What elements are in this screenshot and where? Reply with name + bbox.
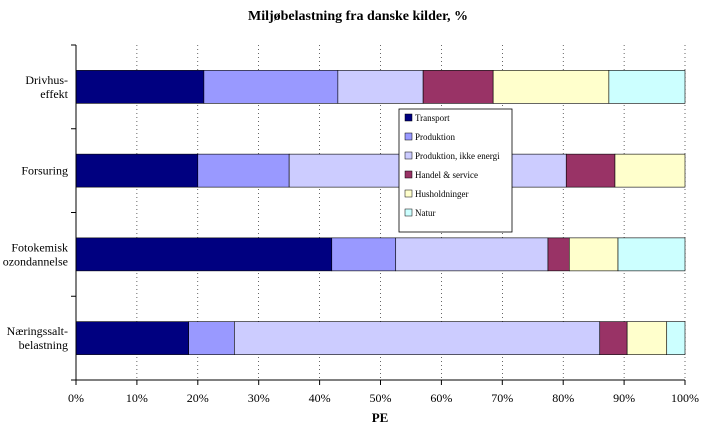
x-tick-label: 90% <box>613 391 635 405</box>
x-tick-label: 0% <box>68 391 84 405</box>
legend-label: Husholdninger <box>415 189 469 199</box>
legend-swatch <box>404 132 413 141</box>
category-label: Næringssalt- <box>7 324 68 338</box>
bar-segment <box>197 153 290 188</box>
bar-segment <box>626 321 668 355</box>
legend-swatch <box>404 208 413 217</box>
bar-segment <box>492 70 610 104</box>
legend-label: Produktion <box>415 132 456 142</box>
category-label: ozondannelse <box>3 254 68 268</box>
bar-segment <box>422 70 494 104</box>
bar-segment <box>617 237 686 272</box>
x-tick-label: 50% <box>370 391 392 405</box>
bar-segment <box>75 70 205 104</box>
x-tick-label: 20% <box>187 391 209 405</box>
bar-segment <box>75 321 189 355</box>
bar-segment <box>666 321 686 355</box>
bar-segment <box>75 153 199 188</box>
x-tick-label: 70% <box>491 391 513 405</box>
bar-segment <box>188 321 235 355</box>
category-label: effekt <box>40 87 68 101</box>
bar-segment <box>395 237 549 272</box>
legend-label: Handel & service <box>415 170 478 180</box>
category-label: Drivhus- <box>25 73 68 87</box>
bars <box>75 70 686 355</box>
chart-title: Miljøbelastning fra danske kilder, % <box>248 9 468 24</box>
x-tick-label: 60% <box>430 391 452 405</box>
x-tick-labels: 0% 10% 20% 30% 40% 50% 60% 70% 80% 90% 100% <box>68 391 699 405</box>
legend-swatch <box>404 151 413 160</box>
x-tick-label: 100% <box>671 391 699 405</box>
bar-segment <box>614 153 686 188</box>
category-label: belastning <box>19 338 68 352</box>
bar-segment <box>565 153 616 188</box>
x-tick-label: 40% <box>309 391 331 405</box>
x-axis-label: PE <box>372 410 389 425</box>
category-labels: Drivhus-effekt Forsuring Fotokemiskozondan… <box>3 73 69 352</box>
bar-segment <box>203 70 339 104</box>
bar-segment <box>547 237 570 272</box>
category-label: Fotokemisk <box>11 240 68 254</box>
legend-swatch <box>404 189 413 198</box>
bar-segment <box>331 237 397 272</box>
axes <box>71 44 686 385</box>
legend-swatch <box>404 170 413 179</box>
category-label: Forsuring <box>21 164 68 178</box>
legend-label: Transport <box>415 113 450 123</box>
legend-label: Natur <box>415 208 436 218</box>
x-tick-label: 80% <box>552 391 574 405</box>
bar-segment <box>75 237 333 272</box>
bar-segment <box>337 70 424 104</box>
x-tick-label: 30% <box>248 391 270 405</box>
legend-box <box>398 108 513 233</box>
legend-swatch <box>404 113 413 122</box>
legend: Transport Produktion Produktion, ikke ener… <box>398 108 513 233</box>
legend-label: Produktion, ikke energi <box>415 151 500 161</box>
bar-segment <box>568 237 619 272</box>
x-tick-label: 10% <box>126 391 148 405</box>
bar-segment <box>608 70 686 104</box>
bar-segment <box>234 321 601 355</box>
bar-segment <box>599 321 628 355</box>
